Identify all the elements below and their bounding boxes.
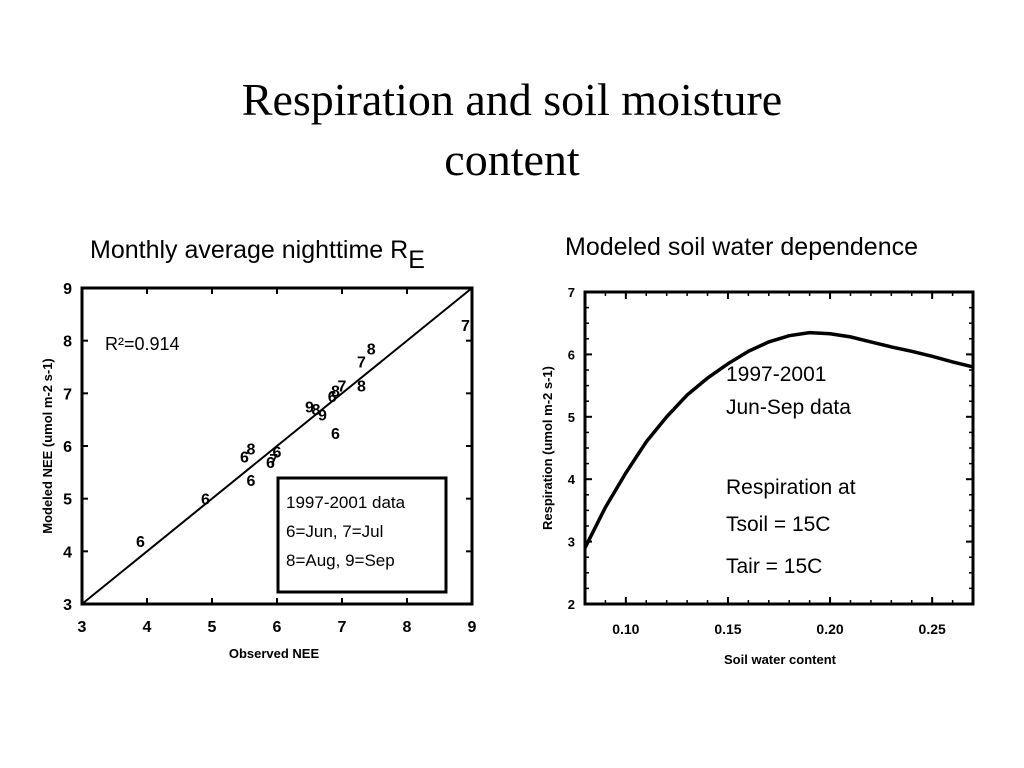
- chart1-point: 8: [247, 442, 256, 459]
- chart1-legend-line: 8=Aug, 9=Sep: [286, 551, 395, 570]
- chart1-xtick-label: 6: [273, 619, 282, 636]
- chart1-xtick-label: 3: [78, 619, 87, 636]
- chart1-point: 8: [367, 342, 376, 359]
- slide-title: Respiration and soil moisture content: [112, 70, 912, 190]
- chart1-r2-annotation: R²=0.914: [105, 334, 180, 354]
- chart2-ylabel: Respiration (umol m-2 s-1): [540, 366, 555, 530]
- chart1-ylabel: Modeled NEE (umol m-2 s-1): [40, 358, 55, 534]
- chart2-annotation-line: Tsoil = 15C: [726, 513, 830, 536]
- chart1-legend-box: [276, 476, 448, 594]
- chart1-title: Monthly average nighttime RE: [90, 236, 425, 274]
- chart1-point: 7: [357, 355, 366, 372]
- chart1-point: 7: [461, 318, 470, 335]
- chart2-annotation-line: 1997-2001: [726, 363, 826, 386]
- chart-nee-scatter: Monthly average nighttime RE 3 4 5 6 7 8 93456…: [40, 236, 477, 661]
- chart2-xtick-label: 0.10: [612, 621, 639, 637]
- chart1-point: 6: [247, 473, 256, 490]
- chart1-xtick-label: 9: [468, 619, 477, 636]
- chart2-xtick-label: 0.25: [919, 621, 946, 637]
- chart2-ytick-label: 2: [568, 597, 575, 612]
- chart1-fit-line: [81, 287, 473, 605]
- chart1-xtick-label: 8: [403, 619, 412, 636]
- chart2-xtick-label: 0.20: [816, 621, 843, 637]
- chart1-title-subscript: E: [408, 246, 425, 274]
- chart1-point: 6: [266, 455, 275, 472]
- chart2-annotation-line: Jun-Sep data: [726, 396, 851, 419]
- chart1-ytick-label: 9: [63, 281, 72, 298]
- chart1-ytick-label: 4: [63, 544, 72, 561]
- chart2-ytick-label: 4: [568, 472, 576, 487]
- chart1-point: 7: [338, 378, 347, 395]
- chart1-ytick-label: 5: [63, 492, 72, 509]
- chart1-point: 8: [312, 402, 321, 419]
- chart1-ytick-label: 8: [63, 334, 72, 351]
- chart1-xtick-label: 5: [208, 619, 217, 636]
- chart2-annotation-line: Respiration at: [726, 476, 856, 499]
- chart1-point: 9: [305, 400, 314, 417]
- chart1-ytick-label: 7: [63, 386, 72, 403]
- chart1-point: 6: [136, 534, 145, 551]
- chart2-series-line: [583, 330, 974, 549]
- chart2-ytick-label: 7: [568, 285, 575, 300]
- chart1-ytick-label: 3: [63, 597, 72, 614]
- chart2-xtick-label: 0.15: [714, 621, 741, 637]
- chart2-ytick-label: 5: [568, 410, 575, 425]
- chart1-legend-line: 6=Jun, 7=Jul: [286, 522, 383, 541]
- chart1-point: 9: [318, 407, 327, 424]
- chart1-legend-line: 1997-2001 data: [286, 493, 406, 512]
- chart1-point: 6: [201, 492, 210, 509]
- chart-soil-water: Modeled soil water dependence 0.10 0.15 0.…: [540, 233, 975, 667]
- chart1-point: 6: [273, 444, 282, 461]
- chart2-xlabel: Soil water content: [724, 652, 837, 667]
- chart1-point: 6: [331, 426, 340, 443]
- chart1-point: 6: [240, 450, 249, 467]
- chart1-xtick-label: 4: [143, 619, 152, 636]
- slide-title-line1: Respiration and soil moisture: [241, 74, 783, 125]
- chart1-point: 8: [357, 378, 366, 395]
- chart2-annotation-line: Tair = 15C: [726, 555, 822, 578]
- chart2-ytick-label: 3: [568, 535, 575, 550]
- chart2-ytick-label: 6: [568, 347, 575, 362]
- chart1-point: 7: [269, 452, 278, 469]
- chart1-ytick-label: 6: [63, 439, 72, 456]
- chart1-point: 8: [331, 384, 340, 401]
- chart2-title: Modeled soil water dependence: [565, 233, 918, 261]
- chart1-xtick-label: 7: [338, 619, 347, 636]
- slide-title-line2: content: [444, 134, 580, 185]
- chart1-point: 6: [328, 389, 337, 406]
- chart1-xlabel: Observed NEE: [229, 646, 320, 661]
